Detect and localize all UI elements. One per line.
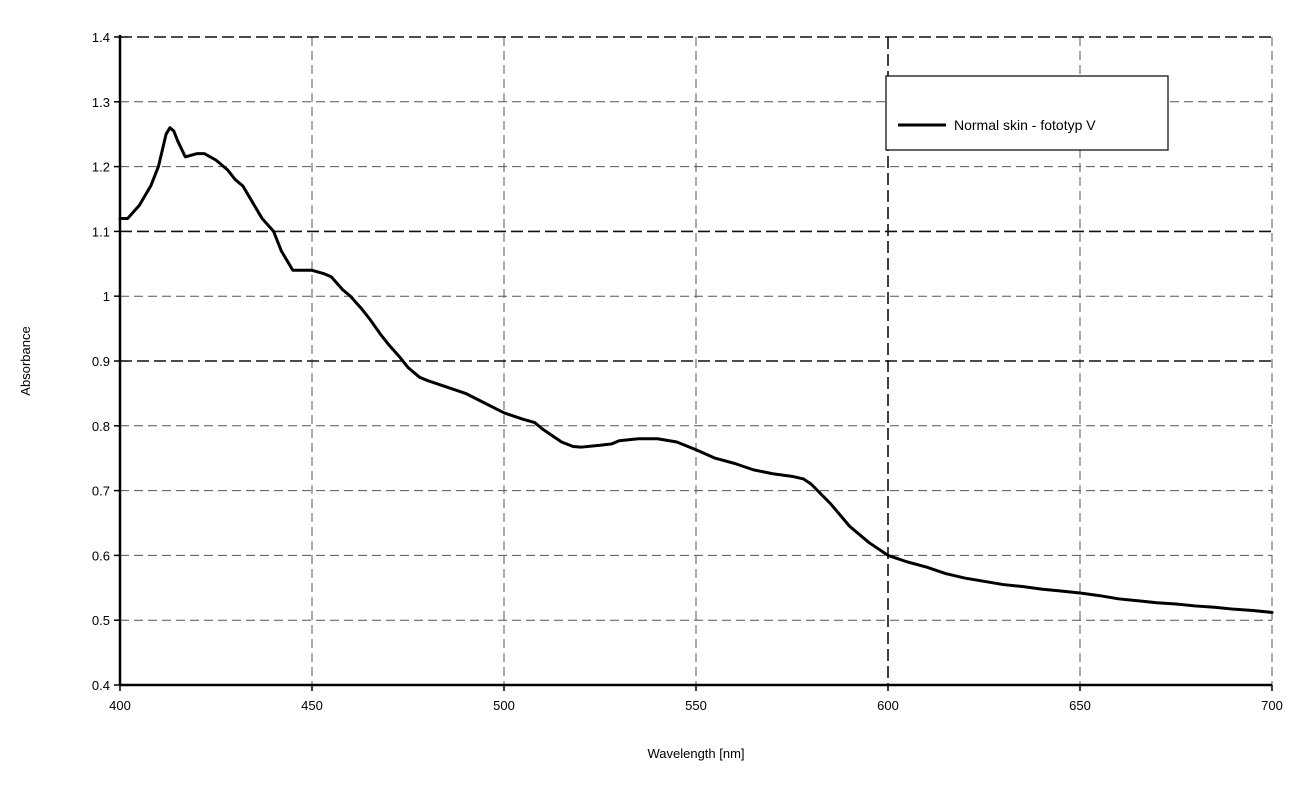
x-tick-label: 650 [1069, 698, 1091, 713]
y-tick-label: 1 [103, 289, 110, 304]
y-tick-label: 1.2 [92, 160, 110, 175]
x-tick-label: 600 [877, 698, 899, 713]
y-tick-label: 1.3 [92, 95, 110, 110]
x-tick-label: 550 [685, 698, 707, 713]
x-tick-label: 500 [493, 698, 515, 713]
y-tick-label: 0.8 [92, 419, 110, 434]
y-tick-label: 1.4 [92, 30, 110, 45]
legend-entry: Normal skin - fototyp V [954, 117, 1096, 133]
legend: Normal skin - fototyp V [885, 75, 1169, 151]
legend-box [885, 75, 1169, 151]
x-tick-label: 450 [301, 698, 323, 713]
y-tick-label: 0.9 [92, 354, 110, 369]
y-tick-label: 0.4 [92, 678, 110, 693]
x-tick-label: 700 [1261, 698, 1283, 713]
y-tick-label: 0.5 [92, 613, 110, 628]
tick-labels: 0.4 0.5 0.6 0.7 0.8 0.9 1 1.1 1.2 1.3 1.4 400 450 500… [92, 30, 1283, 713]
y-tick-label: 1.1 [92, 224, 110, 239]
y-tick-label: 0.7 [92, 484, 110, 499]
y-axis-title: Absorbance [18, 326, 33, 395]
series-layer [118, 126, 1274, 614]
axes [114, 35, 1273, 691]
series-line-0 [118, 126, 1274, 614]
y-tick-label: 0.6 [92, 548, 110, 563]
x-tick-label: 400 [109, 698, 131, 713]
x-axis-title: Wavelength [nm] [647, 746, 744, 761]
